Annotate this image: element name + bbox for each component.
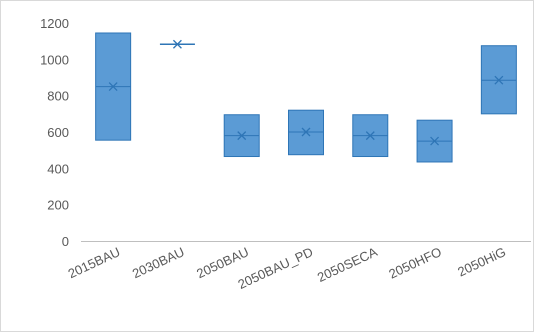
y-tick-label: 1000 (40, 52, 69, 67)
y-tick-label: 400 (47, 161, 69, 176)
mean-marker (430, 136, 440, 146)
mean-marker (365, 131, 375, 141)
box-2050BAU (223, 114, 260, 158)
mean-marker (494, 75, 504, 85)
y-tick-label: 200 (47, 198, 69, 213)
y-tick-label: 0 (62, 234, 69, 249)
mean-marker (108, 82, 118, 92)
mean-marker (301, 127, 311, 137)
x-category-label: 2015BAU (66, 244, 123, 281)
box-2050BAU_PD (288, 109, 324, 156)
box-2015BAU (95, 32, 132, 141)
mean-marker (172, 39, 182, 49)
x-category-label: 2050HFO (386, 244, 443, 281)
box-2050HiG (480, 45, 517, 115)
box-2030BAU (159, 39, 195, 49)
mean-marker (237, 131, 247, 141)
y-tick-label: 1200 (40, 16, 69, 31)
y-tick-label: 600 (47, 125, 69, 140)
x-category-label: 2030BAU (130, 244, 187, 281)
box-2050HFO (416, 119, 453, 163)
x-category-label: 2050SECA (315, 244, 380, 285)
box-2050SECA (352, 114, 389, 158)
x-category-label: 2050HiG (455, 244, 508, 279)
y-tick-label: 800 (47, 89, 69, 104)
